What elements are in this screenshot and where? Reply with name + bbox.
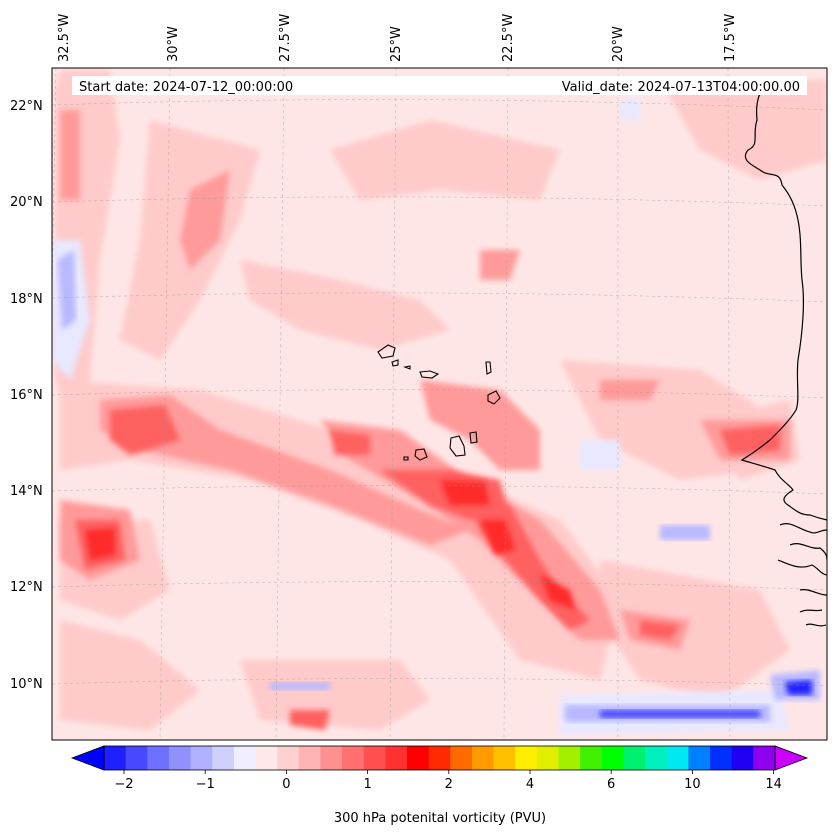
- island-sao-nicolau: [419, 370, 440, 379]
- pv-negative-zones: [52, 98, 820, 735]
- colorbar-cells: [104, 746, 776, 770]
- latitude-labels: 22°N 20°N 18°N 16°N 14°N 12°N 10°N: [10, 99, 43, 692]
- lon-label-32-5w: 32.5°W: [57, 14, 72, 62]
- colorbar-tick-label: 14: [765, 777, 782, 792]
- colorbar-tick-label: 4: [526, 777, 534, 792]
- colorbar-cell: [147, 746, 170, 770]
- colorbar-cell: [277, 746, 300, 770]
- lon-label-30w: 30°W: [166, 26, 181, 62]
- colorbar-cell: [623, 746, 646, 770]
- colorbar-cell: [233, 746, 257, 770]
- colorbar-tick-label: 2: [445, 777, 453, 792]
- colorbar-cell: [298, 746, 321, 770]
- colorbar-cell: [385, 746, 408, 770]
- lat-label-16n: 16°N: [10, 388, 43, 403]
- colorbar-cell: [558, 746, 581, 770]
- island-santiago: [449, 435, 466, 457]
- island-boa-vista: [487, 390, 501, 405]
- colorbar-cell: [731, 746, 754, 770]
- colorbar-tick-label: 10: [684, 777, 701, 792]
- lat-label-10n: 10°N: [10, 677, 43, 692]
- colorbar-tick-label: 1: [363, 777, 371, 792]
- pv-max-zones: [85, 480, 575, 610]
- colorbar-cell: [710, 746, 733, 770]
- colorbar-tick-label: 6: [607, 777, 615, 792]
- colorbar-cell: [536, 746, 560, 770]
- info-banner: [72, 76, 807, 95]
- island-sao-vicente: [391, 359, 399, 367]
- colorbar-cell: [190, 746, 213, 770]
- colorbar-cell: [688, 746, 711, 770]
- colorbar-cell: [320, 746, 343, 770]
- valid-date-label: Valid_date: 2024-07-13T04:00:00.00: [562, 80, 800, 95]
- lon-label-25w: 25°W: [389, 26, 404, 62]
- lon-label-22-5w: 22.5°W: [501, 14, 516, 62]
- island-fogo: [414, 448, 428, 461]
- lon-label-17-5w: 17.5°W: [723, 14, 738, 62]
- cabo-verde-islands: [377, 344, 501, 461]
- colorbar: −2 −1 0 1 2 4 6 10 14 300 hPa potenital vorticit…: [70, 745, 809, 826]
- colorbar-cell: [168, 746, 192, 770]
- colorbar-frame: [103, 745, 776, 771]
- colorbar-cell: [428, 746, 451, 770]
- lat-label-20n: 20°N: [10, 195, 43, 210]
- island-santa-luzia: [403, 365, 411, 370]
- map-frame: [51, 67, 828, 741]
- colorbar-cell: [601, 746, 624, 770]
- start-date-label: Start date: 2024-07-12_00:00:00: [79, 80, 293, 95]
- colorbar-cell: [407, 746, 430, 770]
- lat-label-14n: 14°N: [10, 484, 43, 499]
- colorbar-tick-label: −2: [114, 777, 133, 792]
- colorbar-cell: [645, 746, 668, 770]
- colorbar-cell: [580, 746, 603, 770]
- island-maio: [469, 431, 478, 444]
- colorbar-cell: [125, 746, 148, 770]
- colorbar-cell: [471, 746, 495, 770]
- colorbar-tick-label: 0: [282, 777, 290, 792]
- colorbar-cell: [255, 746, 278, 770]
- colorbar-cell: [342, 746, 365, 770]
- colorbar-cell: [363, 746, 386, 770]
- colorbar-tick-label: −1: [196, 777, 215, 792]
- colorbar-cell: [450, 746, 473, 770]
- colorbar-cell: [515, 746, 538, 770]
- lon-label-27-5w: 27.5°W: [278, 14, 293, 62]
- gridlines: [52, 68, 827, 740]
- colorbar-cell: [493, 746, 516, 770]
- lat-label-12n: 12°N: [10, 580, 43, 595]
- island-sal: [485, 361, 492, 375]
- colorbar-over-arrow: [774, 745, 809, 771]
- colorbar-cell: [666, 746, 689, 770]
- island-brava: [403, 456, 409, 461]
- map-panel: [52, 68, 827, 740]
- coastline-africa: [740, 77, 827, 627]
- colorbar-cell: [212, 746, 235, 770]
- colorbar-under-arrow: [70, 745, 105, 771]
- colorbar-ticks: −2 −1 0 1 2 4 6 10 14: [114, 770, 782, 792]
- colorbar-cell: [753, 746, 776, 770]
- colorbar-cell: [104, 746, 127, 770]
- lat-label-22n: 22°N: [10, 99, 43, 114]
- colorbar-title: 300 hPa potenital vorticity (PVU): [334, 811, 546, 826]
- lon-label-20w: 20°W: [611, 26, 626, 62]
- longitude-labels: 32.5°W 30°W 27.5°W 25°W 22.5°W 20°W 17.5…: [57, 14, 738, 62]
- island-santo-antao: [377, 344, 396, 359]
- lat-label-18n: 18°N: [10, 292, 43, 307]
